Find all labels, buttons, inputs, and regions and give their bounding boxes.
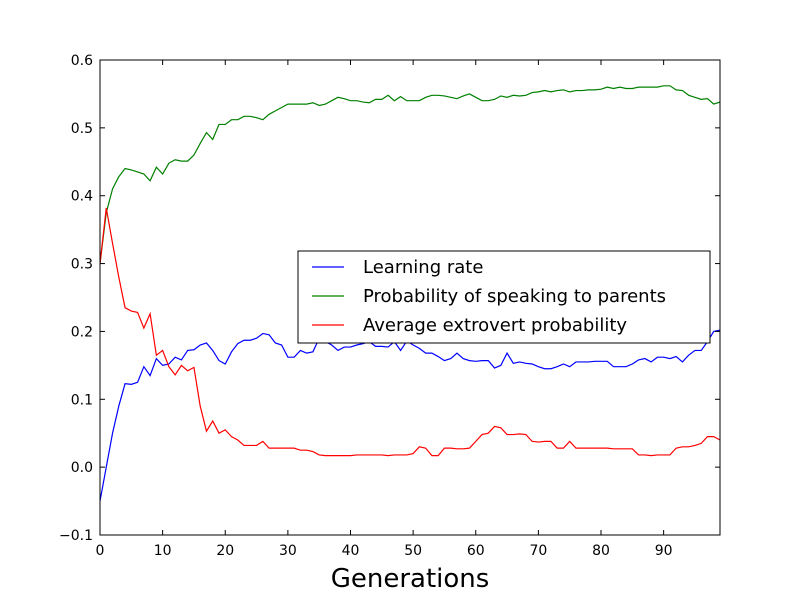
x-tick-label: 40: [342, 543, 360, 559]
legend-label-2: Probability of speaking to parents: [363, 286, 666, 307]
x-tick-label: 80: [592, 543, 610, 559]
x-tick-label: 0: [96, 543, 105, 559]
y-tick-label: 0.0: [71, 460, 93, 476]
series-line-3: [100, 207, 720, 457]
legend-label-1: Learning rate: [363, 257, 483, 278]
y-tick-label: 0.4: [71, 189, 93, 205]
y-tick-label: 0.1: [71, 392, 93, 408]
x-tick-label: 50: [404, 543, 422, 559]
series-line-1: [100, 329, 720, 502]
tick-layer: 0 10 20 30 40 50 60 70 80 90 −0.1 0.0 0.1 0.2 0.3 0.4 0.…: [59, 53, 720, 559]
legend-label-3: Average extrovert probability: [363, 315, 627, 336]
x-tick-label: 60: [467, 543, 485, 559]
x-tick-label: 20: [216, 543, 234, 559]
x-tick-label: 30: [279, 543, 297, 559]
y-tick-label: 0.6: [71, 53, 93, 69]
x-axis-title: Generations: [331, 564, 490, 594]
y-tick-label: 0.2: [71, 324, 93, 340]
x-tick-label: 70: [529, 543, 547, 559]
y-tick-label: 0.3: [71, 257, 93, 273]
legend-box: [297, 250, 711, 344]
series-line-2: [100, 85, 720, 264]
y-tick-label: −0.1: [59, 528, 93, 544]
legend: Learning rate Probability of speaking to …: [297, 250, 711, 344]
plot-area-frame: [99, 59, 721, 536]
x-tick-label: 90: [655, 543, 673, 559]
x-tick-label: 10: [154, 543, 172, 559]
y-tick-label: 0.5: [71, 121, 93, 137]
